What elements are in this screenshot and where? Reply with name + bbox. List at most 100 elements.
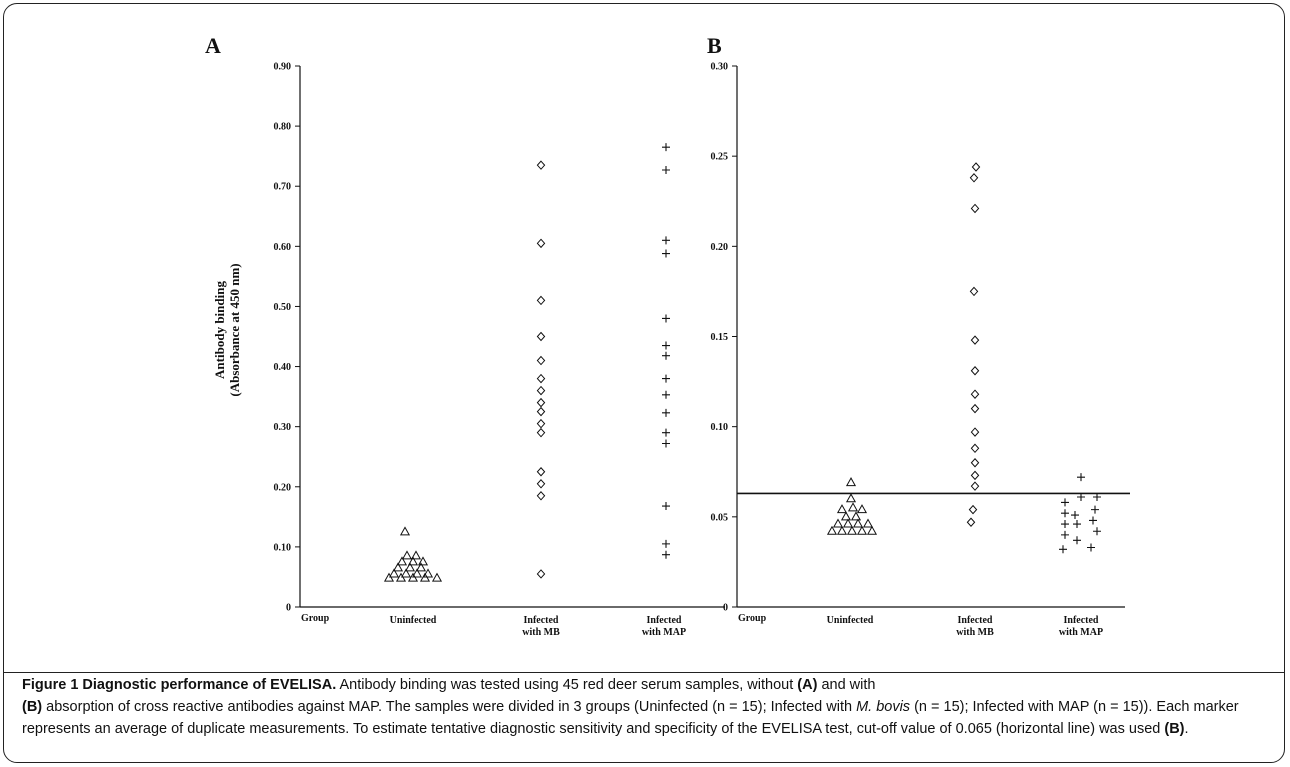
plus-marker bbox=[1077, 492, 1085, 501]
diamond-marker bbox=[536, 418, 546, 429]
plus-marker bbox=[1071, 511, 1079, 520]
triangle-marker bbox=[401, 550, 413, 560]
plus-marker bbox=[1077, 473, 1085, 482]
diamond-marker bbox=[970, 481, 980, 491]
panel-label: A bbox=[205, 33, 221, 58]
plus-marker bbox=[1093, 527, 1101, 536]
y-tick-label: 0 bbox=[723, 603, 728, 614]
y-tick-label: 0.80 bbox=[274, 122, 292, 133]
category-label: Infected with MAP bbox=[642, 615, 686, 638]
plus-marker bbox=[662, 236, 670, 245]
caption-ref-b: (B) bbox=[22, 699, 43, 715]
figure-caption: Figure 1 Diagnostic performance of EVELI… bbox=[22, 674, 1272, 740]
panel-B: B 0 0.05 0.10 0.15 0.20 0.25 0.30 Group Uninfecte… bbox=[707, 33, 1130, 638]
triangle-marker bbox=[836, 504, 848, 514]
plus-marker bbox=[1073, 520, 1081, 529]
diamond-marker bbox=[536, 355, 546, 366]
triangle-marker bbox=[411, 568, 423, 578]
category-label-line: Infected bbox=[1064, 615, 1099, 626]
y-axis-title-line: Antibody binding bbox=[212, 281, 227, 379]
plus-marker bbox=[1073, 536, 1081, 545]
plus-marker bbox=[1061, 498, 1069, 507]
triangle-marker bbox=[842, 518, 854, 528]
y-tick-label: 0.60 bbox=[274, 242, 292, 253]
category-label-line: Infected bbox=[958, 615, 993, 626]
triangle-marker bbox=[392, 562, 404, 572]
triangle-marker bbox=[415, 562, 427, 572]
diamond-marker bbox=[536, 491, 546, 501]
category-label-line: with MB bbox=[522, 627, 560, 638]
plus-marker bbox=[662, 550, 670, 559]
triangle-marker bbox=[396, 556, 408, 566]
diamond-marker bbox=[536, 160, 546, 170]
diamond-marker bbox=[970, 203, 980, 214]
caption-separator bbox=[3, 672, 1285, 673]
diamond-marker bbox=[536, 331, 546, 342]
triangle-marker bbox=[840, 511, 852, 521]
diamond-marker bbox=[536, 385, 546, 396]
diamond-marker bbox=[536, 238, 546, 249]
diamond-marker bbox=[970, 366, 980, 376]
triangle-marker bbox=[845, 493, 857, 503]
triangle-marker bbox=[845, 477, 857, 487]
plus-marker bbox=[662, 408, 670, 417]
category-label-line: Uninfected bbox=[827, 615, 874, 626]
figure-panels: A 0 0.10 0.20 0.30 0.40 0.50 0.60 0.70 0.80 0.90 Gr… bbox=[205, 33, 1130, 638]
diamond-marker bbox=[536, 427, 546, 438]
caption-text-1: Antibody binding was tested using 45 red… bbox=[336, 677, 798, 693]
category-label: Infected with MB bbox=[956, 615, 994, 638]
triangle-marker bbox=[862, 518, 874, 528]
plus-marker bbox=[662, 249, 670, 258]
plus-marker bbox=[1091, 505, 1099, 514]
triangle-marker bbox=[852, 518, 864, 528]
y-tick-label: 0.20 bbox=[711, 242, 729, 253]
triangle-marker bbox=[850, 511, 862, 521]
diamond-marker bbox=[536, 295, 546, 306]
y-tick-label: 0.90 bbox=[274, 62, 292, 73]
plus-marker bbox=[662, 165, 670, 174]
caption-title: Figure 1 Diagnostic performance of EVELI… bbox=[22, 677, 337, 693]
diamond-marker bbox=[969, 173, 979, 183]
triangle-marker bbox=[856, 525, 868, 535]
triangle-marker bbox=[419, 572, 431, 582]
triangle-marker bbox=[422, 568, 434, 578]
diamond-marker bbox=[970, 457, 980, 468]
plus-marker bbox=[662, 390, 670, 399]
diamond-marker bbox=[966, 517, 976, 527]
triangle-marker bbox=[388, 568, 400, 578]
triangle-marker bbox=[417, 556, 429, 566]
y-axis-title-line: (Absorbance at 450 nm) bbox=[227, 263, 242, 396]
category-label-line: with MAP bbox=[1059, 627, 1103, 638]
y-tick-label: 0 bbox=[286, 603, 291, 614]
y-tick-label: 0.10 bbox=[711, 422, 729, 433]
diamond-marker bbox=[968, 504, 978, 515]
diamond-marker bbox=[970, 389, 980, 399]
category-label-line: Infected bbox=[524, 615, 559, 626]
plus-marker bbox=[662, 428, 670, 437]
diamond-marker bbox=[970, 403, 980, 414]
diamond-marker bbox=[536, 569, 546, 579]
category-label: Infected with MAP bbox=[1059, 615, 1103, 638]
triangle-marker bbox=[836, 525, 848, 535]
x-axis-label: Group bbox=[301, 613, 330, 624]
triangle-marker bbox=[410, 550, 422, 560]
triangle-marker bbox=[383, 572, 395, 582]
y-tick-label: 0.40 bbox=[274, 362, 292, 373]
caption-text-5: . bbox=[1184, 721, 1189, 737]
y-tick-label: 0.10 bbox=[274, 542, 292, 553]
triangle-marker bbox=[866, 525, 878, 535]
triangle-marker bbox=[832, 518, 844, 528]
triangle-marker bbox=[407, 556, 419, 566]
diamond-marker bbox=[536, 406, 546, 417]
plus-marker bbox=[662, 143, 670, 152]
plus-marker bbox=[662, 314, 670, 323]
triangle-marker bbox=[400, 568, 412, 578]
plus-marker bbox=[1061, 520, 1069, 529]
plus-marker bbox=[1061, 530, 1069, 539]
y-tick-label: 0.50 bbox=[274, 302, 292, 313]
plus-marker bbox=[1089, 516, 1097, 525]
plus-marker bbox=[662, 351, 670, 360]
triangle-marker bbox=[395, 572, 407, 582]
y-tick-label: 0.30 bbox=[711, 62, 729, 73]
caption-ref-a: (A) bbox=[797, 677, 818, 693]
